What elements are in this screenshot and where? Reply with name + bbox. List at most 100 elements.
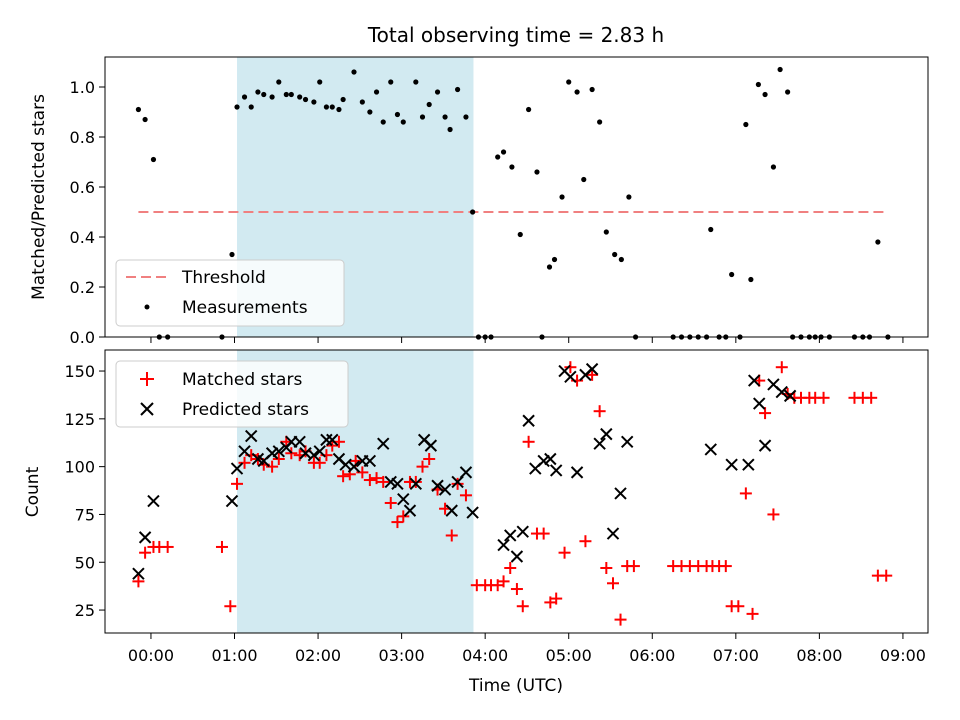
matched-star-point	[423, 452, 436, 465]
matched-star-point	[326, 439, 339, 452]
x-axis-label: Time (UTC)	[468, 676, 563, 696]
measurement-point	[875, 239, 881, 245]
measurement-point	[626, 194, 632, 200]
predicted-star-point	[621, 435, 634, 448]
predicted-star-d2	[320, 433, 333, 447]
predicted-star-d2	[742, 458, 755, 471]
matched-star-point	[550, 592, 563, 605]
measurement-point	[276, 79, 282, 85]
top-y-tick-label: 0.0	[70, 328, 95, 347]
measurement-point	[447, 126, 453, 133]
measurement-point	[419, 114, 426, 120]
predicted-star-d2	[431, 479, 444, 492]
measurement-point	[534, 169, 540, 175]
measurement-point	[526, 106, 532, 113]
measurement-point	[329, 104, 335, 110]
predicted-star-point	[466, 506, 479, 519]
matched-star-point	[607, 577, 620, 590]
measurement-point	[785, 89, 791, 95]
measurement-point	[770, 164, 777, 170]
measurement-point	[559, 194, 565, 200]
measurement-point	[283, 91, 289, 98]
matched-star-point	[363, 474, 376, 487]
predicted-star-point	[564, 370, 577, 383]
predicted-star-point	[725, 458, 738, 471]
matched-star-point	[224, 600, 237, 613]
predicted-star-d2	[549, 464, 563, 477]
predicted-star-point	[775, 385, 788, 399]
predicted-star-d2	[775, 385, 788, 399]
measurement-point	[373, 89, 380, 95]
measurement-point	[302, 96, 309, 103]
measurement-point	[762, 91, 768, 98]
matched-star-point	[593, 405, 606, 418]
predicted-star-d2	[384, 475, 397, 489]
predicted-star-d2	[313, 445, 326, 458]
measurement-point	[150, 156, 157, 163]
matched-star-point	[313, 456, 326, 469]
predicted-star-d2	[409, 477, 423, 491]
matched-star-point	[558, 546, 571, 559]
matched-star-point	[537, 527, 550, 540]
bottom-y-tick-label: 150	[64, 362, 95, 381]
bottom-y-tick-label: 50	[75, 553, 95, 572]
bottom-y-ticks: 25 50 75 100 125 150	[64, 362, 105, 620]
measurement-point	[597, 119, 603, 125]
predicted-star-d2	[753, 397, 766, 410]
predicted-star-d2	[725, 458, 738, 471]
predicted-star-d2	[558, 364, 571, 378]
predicted-star-point	[238, 445, 251, 458]
predicted-star-point	[132, 567, 145, 580]
matched-star-point	[161, 540, 174, 553]
predicted-star-point	[459, 466, 473, 479]
top-y-tick-label: 0.4	[70, 228, 95, 247]
predicted-star-d2	[307, 448, 321, 462]
bottom-y-tick-label: 25	[75, 601, 95, 620]
measurement-point	[566, 79, 572, 85]
predicted-star-d2	[614, 487, 627, 500]
matched-star-point	[564, 361, 577, 374]
bottom-axes-frame	[104, 349, 929, 634]
predicted-star-d2	[748, 374, 761, 387]
predicted-star-d2	[459, 466, 473, 479]
measurement-point	[581, 176, 587, 183]
matched-star-point	[522, 435, 535, 448]
predicted-star-d2	[758, 439, 772, 452]
predicted-star-point	[363, 454, 377, 468]
x-tick-label: 00:00	[128, 646, 174, 665]
top-y-tick-label: 0.6	[70, 178, 95, 197]
bottom-y-tick-label: 100	[64, 458, 95, 477]
bottom-x-ticks: 00:00 01:00 02:00 03:00 04:00 05:00 06:00 07:00…	[128, 633, 926, 665]
predicted-star-d2	[585, 362, 599, 376]
measurement-point	[442, 114, 448, 120]
measurement-point	[495, 154, 501, 160]
predicted-star-d2	[438, 483, 452, 496]
matched-star-point	[132, 575, 145, 588]
top-y-ticks: 0.0 0.2 0.4 0.6 0.8 1.0	[70, 78, 105, 347]
predicted-star-point	[391, 477, 404, 491]
predicted-star-point	[504, 529, 517, 542]
predicted-star-point	[403, 504, 417, 517]
measurement-point	[255, 89, 261, 95]
measurement-point	[708, 226, 714, 233]
predicted-star-d2	[238, 445, 251, 458]
predicted-star-d2	[397, 492, 410, 506]
predicted-star-point	[570, 466, 584, 479]
matched-star-point	[370, 472, 383, 485]
predicted-star-point	[600, 427, 613, 441]
predicted-star-d2	[272, 445, 285, 458]
predicted-star-d2	[564, 370, 577, 383]
predicted-star-d2	[600, 427, 613, 441]
measurement-point	[261, 91, 267, 98]
measurement-point	[400, 119, 406, 125]
predicted-star-point	[516, 525, 529, 538]
predicted-star-point	[326, 433, 339, 447]
predicted-star-d2	[403, 504, 417, 517]
legend-matched-label: Matched stars	[182, 370, 302, 390]
predicted-star-point	[409, 477, 423, 491]
predicted-star-d2	[132, 567, 145, 580]
predicted-star-point	[742, 458, 755, 471]
predicted-star-point	[320, 433, 333, 447]
predicted-star-d2	[147, 494, 160, 508]
predicted-star-d2	[522, 414, 535, 427]
